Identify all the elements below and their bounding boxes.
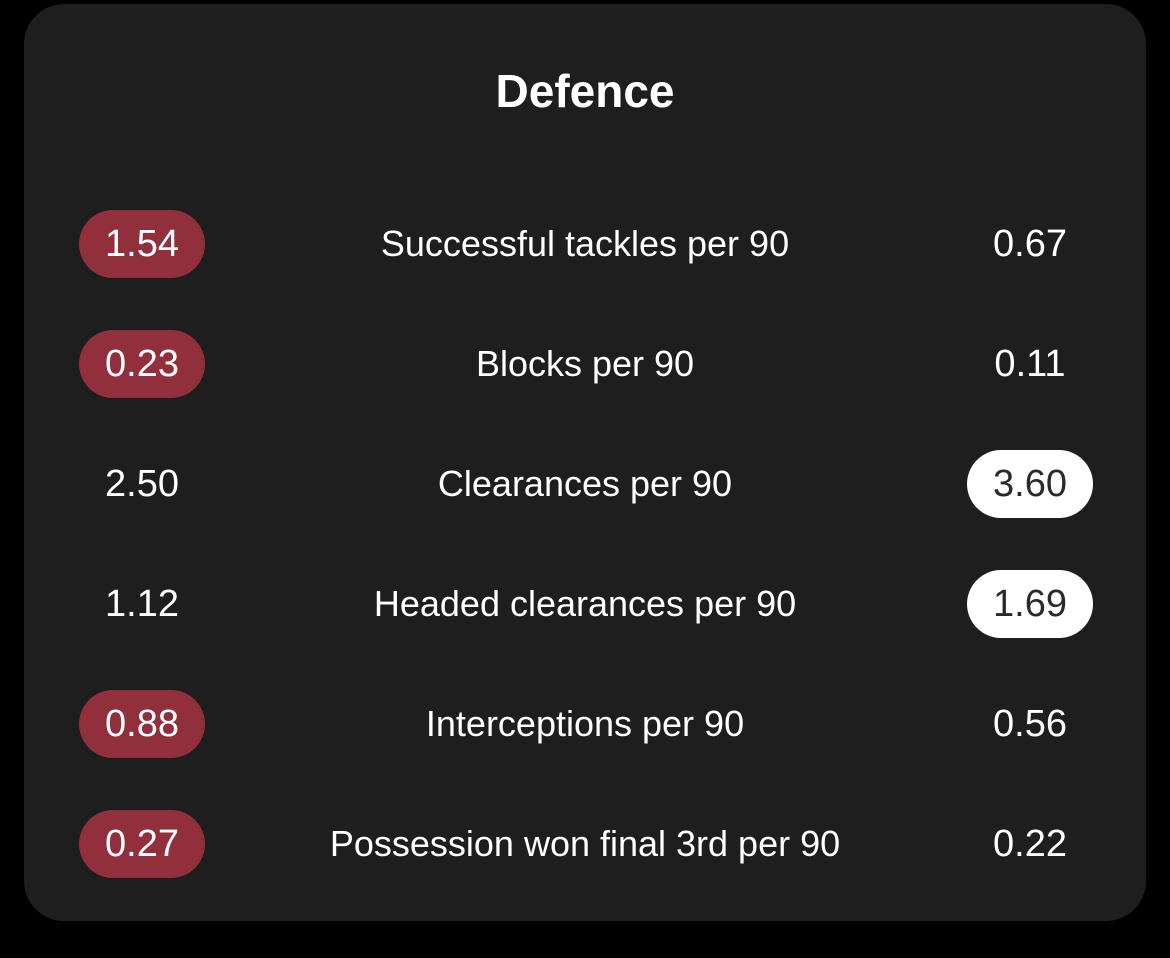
left-player-value: 0.23 (79, 330, 205, 398)
right-player-value: 0.67 (993, 223, 1067, 265)
stat-label: Interceptions per 90 (425, 703, 745, 744)
right-player-value: 3.60 (967, 450, 1093, 518)
card-title: Defence (495, 65, 675, 117)
right-player-value: 0.56 (993, 703, 1067, 745)
left-player-value: 0.27 (79, 810, 205, 878)
right-player-value: 1.69 (967, 570, 1093, 638)
left-player-value: 1.12 (105, 583, 179, 625)
stat-row: 1.54 Successful tackles per 90 0.67 (24, 210, 1146, 278)
stat-label: Blocks per 90 (475, 343, 695, 384)
defence-card: Defence 1.54 Successful tackles per 90 0.6… (24, 4, 1146, 921)
stat-row: 0.27 Possession won final 3rd per 90 0.22 (24, 810, 1146, 878)
left-player-value: 0.88 (79, 690, 205, 758)
stat-row: 0.88 Interceptions per 90 0.56 (24, 690, 1146, 758)
stat-row: 0.23 Blocks per 90 0.11 (24, 330, 1146, 398)
stat-row: 1.12 Headed clearances per 90 1.69 (24, 570, 1146, 638)
left-player-value: 1.54 (79, 210, 205, 278)
stat-label: Successful tackles per 90 (380, 223, 790, 264)
stat-row: 2.50 Clearances per 90 3.60 (24, 450, 1146, 518)
left-player-value: 2.50 (105, 463, 179, 505)
stat-label: Headed clearances per 90 (373, 583, 797, 624)
right-player-value: 0.11 (994, 343, 1066, 385)
stat-label: Possession won final 3rd per 90 (329, 823, 841, 864)
stat-label: Clearances per 90 (437, 463, 733, 504)
right-player-value: 0.22 (993, 823, 1067, 865)
